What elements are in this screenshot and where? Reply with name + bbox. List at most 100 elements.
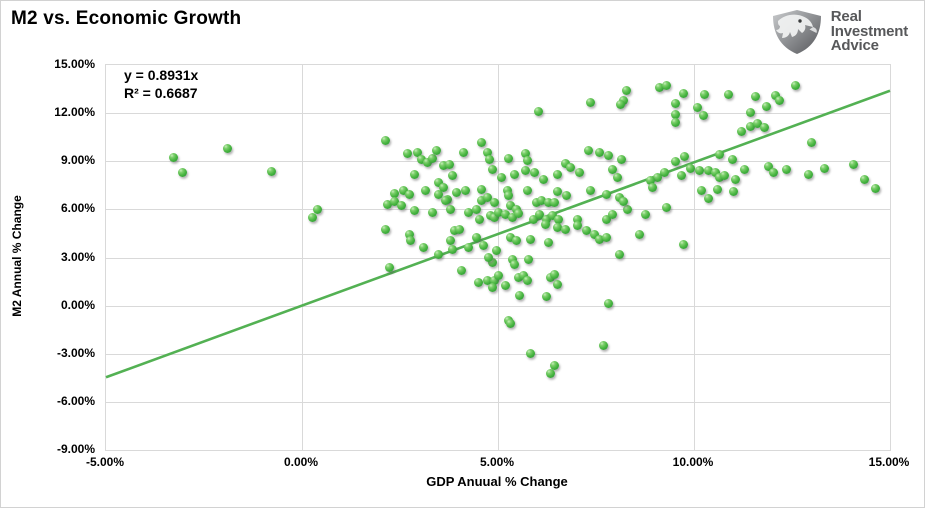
scatter-point bbox=[542, 215, 552, 225]
scatter-point bbox=[745, 122, 755, 132]
scatter-point bbox=[640, 210, 650, 220]
scatter-point bbox=[523, 155, 533, 165]
scatter-point bbox=[432, 146, 442, 156]
scatter-point bbox=[507, 255, 517, 265]
scatter-point bbox=[728, 187, 738, 197]
scatter-point bbox=[622, 86, 632, 96]
scatter-point bbox=[421, 186, 431, 196]
scatter-point bbox=[730, 175, 740, 185]
scatter-point bbox=[504, 191, 514, 201]
y-tick-label: -9.00% bbox=[56, 442, 95, 456]
scatter-point bbox=[460, 186, 470, 196]
x-tick-label: -5.00% bbox=[85, 455, 125, 469]
scatter-point bbox=[586, 98, 596, 108]
scatter-point bbox=[604, 298, 614, 308]
scatter-point bbox=[739, 164, 749, 174]
scatter-point bbox=[582, 225, 592, 235]
scatter-point bbox=[697, 185, 707, 195]
scatter-point bbox=[652, 172, 662, 182]
scatter-point bbox=[472, 232, 482, 242]
scatter-point bbox=[544, 198, 554, 208]
y-tick-label: 12.00% bbox=[54, 105, 95, 120]
scatter-point bbox=[622, 204, 632, 214]
scatter-point bbox=[655, 82, 665, 92]
scatter-point bbox=[529, 215, 539, 225]
scatter-point bbox=[507, 212, 517, 222]
scatter-point bbox=[504, 154, 514, 164]
scatter-point bbox=[506, 200, 516, 210]
y-axis-title: M2 Annual % Change bbox=[10, 195, 24, 317]
scatter-point bbox=[389, 188, 399, 198]
scatter-point bbox=[727, 155, 737, 165]
scatter-point bbox=[477, 184, 487, 194]
x-tick-label: 0.00% bbox=[283, 455, 319, 469]
scatter-point bbox=[670, 118, 680, 128]
x-tick-label: 15.00% bbox=[868, 455, 910, 469]
scatter-point bbox=[487, 257, 497, 267]
scatter-point bbox=[525, 235, 535, 245]
scatter-point bbox=[614, 249, 624, 259]
scatter-point bbox=[168, 152, 178, 162]
scatter-point bbox=[585, 186, 595, 196]
scatter-point bbox=[695, 166, 705, 176]
scatter-point bbox=[505, 318, 515, 328]
scatter-point bbox=[804, 170, 814, 180]
scatter-point bbox=[222, 143, 232, 153]
scatter-point bbox=[715, 150, 725, 160]
scatter-point bbox=[770, 90, 780, 100]
scatter-point bbox=[446, 204, 456, 214]
scatter-point bbox=[542, 291, 552, 301]
scatter-point bbox=[422, 158, 432, 168]
scatter-point bbox=[774, 95, 784, 105]
scatter-point bbox=[617, 155, 627, 165]
scatter-point bbox=[492, 245, 502, 255]
scatter-point bbox=[416, 155, 426, 165]
scatter-point bbox=[308, 212, 318, 222]
scatter-point bbox=[870, 184, 880, 194]
scatter-point bbox=[419, 243, 429, 253]
scatter-point bbox=[693, 103, 703, 112]
scatter-point bbox=[662, 203, 672, 213]
scatter-point bbox=[434, 249, 444, 259]
scatter-point bbox=[602, 215, 612, 225]
scatter-point bbox=[410, 170, 420, 180]
scatter-point bbox=[679, 240, 689, 250]
scatter-point bbox=[522, 186, 532, 196]
scatter-point bbox=[476, 196, 486, 206]
x-tick-label: 10.00% bbox=[672, 455, 714, 469]
trendline-annotation: y = 0.8931x R² = 0.6687 bbox=[124, 67, 198, 102]
scatter-point bbox=[565, 163, 575, 173]
scatter-point bbox=[549, 361, 559, 371]
scatter-point bbox=[678, 89, 688, 99]
equation-label: y = 0.8931x bbox=[124, 67, 199, 83]
scatter-point bbox=[447, 244, 457, 254]
scatter-point bbox=[484, 253, 494, 262]
scatter-point bbox=[434, 190, 444, 200]
logo-line-2: Investment bbox=[830, 22, 908, 40]
scatter-point bbox=[782, 164, 792, 174]
scatter-point bbox=[562, 191, 572, 201]
scatter-point bbox=[505, 232, 515, 242]
y-tick-label: 9.00% bbox=[60, 153, 95, 168]
logo-line-3: Advice bbox=[830, 37, 879, 55]
scatter-point bbox=[482, 147, 492, 157]
scatter-point bbox=[521, 148, 531, 158]
scatter-point bbox=[547, 211, 557, 221]
scatter-point bbox=[434, 178, 444, 188]
scatter-point bbox=[552, 187, 562, 197]
scatter-point bbox=[545, 369, 555, 379]
scatter-point bbox=[712, 184, 722, 194]
scatter-point bbox=[510, 170, 520, 180]
scatter-point bbox=[589, 229, 599, 239]
scatter-point bbox=[849, 159, 859, 169]
scatter-point bbox=[457, 265, 467, 275]
scatter-point bbox=[572, 220, 582, 230]
scatter-point bbox=[267, 167, 277, 177]
scatter-point bbox=[515, 290, 525, 300]
scatter-point bbox=[594, 147, 604, 157]
scatter-point bbox=[680, 151, 690, 161]
scatter-point bbox=[439, 183, 449, 193]
scatter-point bbox=[524, 255, 534, 265]
scatter-point bbox=[482, 192, 492, 202]
